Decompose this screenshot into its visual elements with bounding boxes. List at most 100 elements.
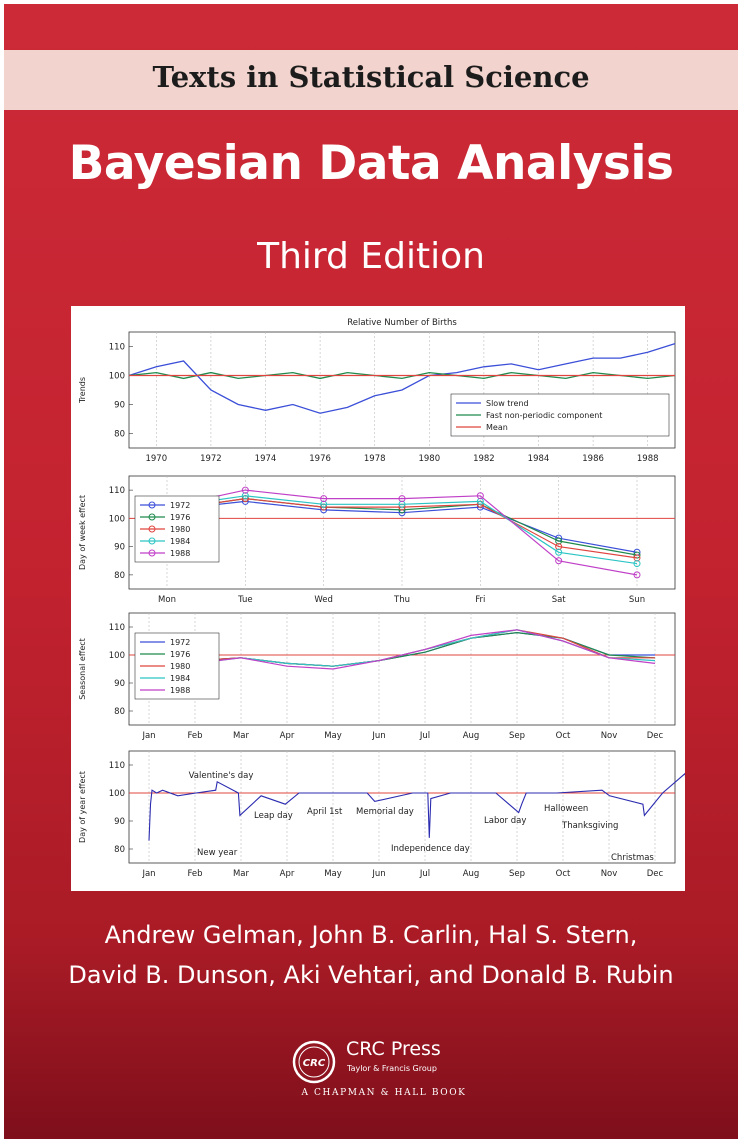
y-tick-label: 80 (114, 571, 125, 581)
y-tick-label: 80 (114, 707, 125, 717)
x-tick-label: 1982 (473, 454, 495, 464)
x-tick-label: Oct (556, 731, 571, 741)
y-tick-label: 90 (114, 401, 125, 411)
x-tick-label: Apr (280, 869, 295, 879)
legend-box-1 (450, 393, 670, 437)
legend-marker (148, 537, 156, 545)
x-tick-label: Feb (187, 731, 202, 741)
data-point (476, 492, 484, 500)
births-charts: 80 90 100 110 Trends 1970 1972 1974 1976 1978 1980… (78, 318, 685, 879)
x-tick-label: Tue (237, 595, 253, 605)
data-point (633, 571, 641, 579)
x-tick-label: Nov (601, 731, 618, 741)
x-tick-label: Sun (629, 595, 645, 605)
legend-label: 1972 (170, 638, 190, 647)
annotation-label: Thanksgiving (561, 821, 618, 831)
x-tick-label: Mon (158, 595, 176, 605)
x-tick-label: Jun (371, 731, 385, 741)
y-tick-label: 110 (109, 761, 125, 771)
data-point (398, 495, 406, 503)
x-tick-label: Sat (552, 595, 567, 605)
annotation-label: Independence day (391, 844, 470, 854)
day-of-year-line (148, 772, 685, 841)
x-tick-label: Sep (509, 869, 525, 879)
data-point (633, 560, 641, 568)
x-tick-label: Feb (187, 869, 202, 879)
x-tick-label: 1970 (145, 454, 167, 464)
legend-label: 1980 (170, 525, 190, 534)
annotation-label: Halloween (544, 804, 588, 814)
y-axis-label: Seasonal effect (78, 638, 87, 700)
y-tick-label: 90 (114, 817, 125, 827)
y-axis-label: Day of year effect (78, 771, 87, 843)
legend-label: 1976 (170, 513, 190, 522)
x-tick-label: Sep (509, 731, 525, 741)
data-point (633, 551, 641, 559)
annotation-label: Christmas (611, 853, 654, 863)
y-tick-label: 110 (109, 623, 125, 633)
y-tick-label: 80 (114, 430, 125, 440)
y-tick-label: 100 (109, 514, 125, 524)
x-tick-label: Apr (280, 731, 295, 741)
authors-line-2: David B. Dunson, Aki Vehtari, and Donald… (68, 961, 674, 989)
legend-label: Slow trend (486, 399, 529, 408)
crc-logo-text: CRC (303, 1058, 326, 1069)
x-tick-label: Oct (556, 869, 571, 879)
data-point (320, 495, 328, 503)
legend-label: 1976 (170, 650, 190, 659)
y-tick-label: 100 (109, 651, 125, 661)
legend-marker (148, 549, 156, 557)
legend-label: 1980 (170, 662, 190, 671)
x-tick-label: May (324, 731, 342, 741)
series-line-1984 (166, 495, 638, 565)
y-axis-label: Day of week effect (78, 495, 87, 570)
annotation-label: April 1st (307, 807, 343, 817)
x-tick-label: 1978 (364, 454, 386, 464)
series-line-1988 (148, 629, 656, 670)
legend-label: Fast non-periodic component (486, 411, 602, 420)
x-tick-label: 1984 (528, 454, 550, 464)
chart-panel: 80 90 100 110 Trends 1970 1972 1974 1976 1978 1980… (71, 306, 685, 891)
x-tick-label: Dec (647, 869, 664, 879)
publisher-imprint: A CHAPMAN & HALL BOOK (301, 1088, 467, 1098)
x-tick-label: 1976 (309, 454, 331, 464)
legend-marker (148, 501, 156, 509)
x-tick-label: Aug (463, 869, 480, 879)
annotation-label: Memorial day (356, 807, 414, 817)
x-tick-label: Mar (233, 731, 250, 741)
plot-frame-3 (128, 612, 676, 726)
x-tick-label: 1972 (200, 454, 222, 464)
y-tick-label: 100 (109, 789, 125, 799)
x-tick-label: Jun (371, 869, 385, 879)
x-tick-label: 1988 (637, 454, 659, 464)
legend-label: Mean (486, 423, 508, 432)
y-axis-label: Trends (78, 377, 87, 404)
x-tick-label: Jan (141, 731, 155, 741)
x-tick-label: Jan (141, 869, 155, 879)
series-line-1 (128, 342, 676, 414)
publisher-subtitle: Taylor & Francis Group (347, 1064, 437, 1073)
legend-marker (148, 513, 156, 521)
edition-label: Third Edition (257, 236, 485, 277)
annotation-label: New year (197, 848, 238, 858)
y-tick-label: 100 (109, 372, 125, 382)
legend-label: 1988 (170, 686, 190, 695)
legend-marker (148, 525, 156, 533)
series-title: Texts in Statistical Science (152, 60, 590, 94)
legend-label: 1972 (170, 501, 190, 510)
data-point (555, 557, 563, 565)
x-tick-label: Jul (419, 869, 430, 879)
y-tick-label: 110 (109, 486, 125, 496)
legend-label: 1988 (170, 549, 190, 558)
y-tick-label: 90 (114, 543, 125, 553)
x-tick-label: Nov (601, 869, 618, 879)
x-tick-label: Aug (463, 731, 480, 741)
annotation-label: Valentine's day (189, 771, 254, 781)
y-tick-label: 110 (109, 343, 125, 353)
x-tick-label: Dec (647, 731, 664, 741)
series-line-1988 (166, 489, 638, 576)
x-tick-label: Wed (314, 595, 333, 605)
chart-title: Relative Number of Births (347, 318, 457, 328)
x-tick-label: Thu (393, 595, 410, 605)
book-cover: Texts in Statistical Science Bayesian Da… (4, 4, 738, 1139)
